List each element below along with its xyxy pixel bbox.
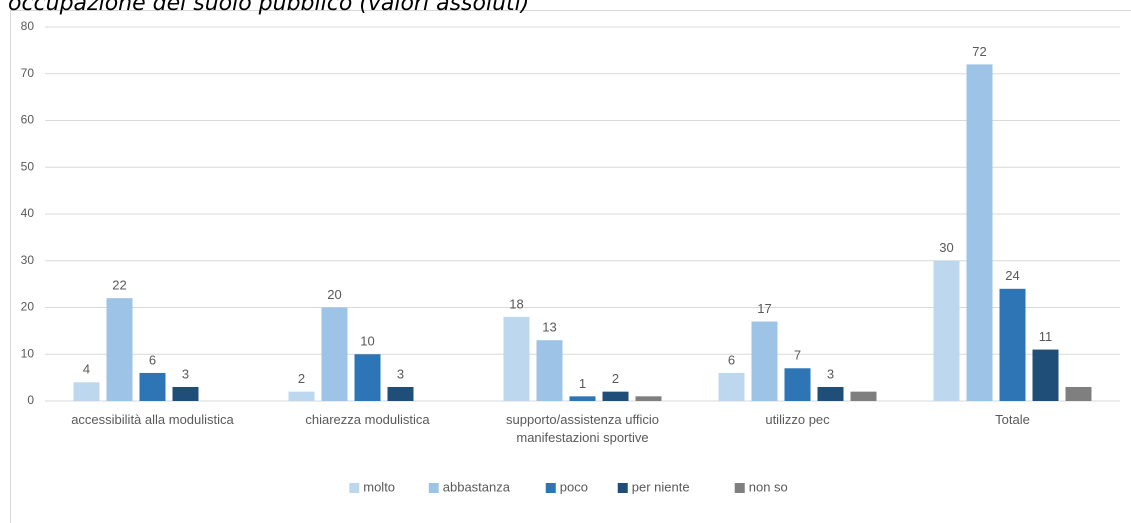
bar (635, 396, 662, 401)
bar (1032, 349, 1059, 401)
bar (569, 396, 596, 401)
y-tick-label: 50 (21, 159, 35, 173)
bar (850, 391, 877, 401)
data-label: 24 (1005, 268, 1019, 283)
y-tick-label: 80 (21, 19, 35, 33)
legend-label: non so (749, 479, 788, 494)
y-tick-label: 70 (21, 66, 35, 80)
bar (718, 372, 745, 401)
bar (536, 340, 563, 401)
legend-swatch (545, 483, 556, 493)
y-tick-label: 40 (21, 206, 35, 220)
bar (288, 391, 315, 401)
y-tick-label: 0 (27, 393, 34, 407)
bar (784, 368, 811, 401)
bar (139, 372, 166, 401)
data-label: 3 (397, 366, 404, 381)
data-label: 11 (1039, 329, 1053, 344)
legend-swatch (349, 483, 360, 493)
bar (751, 321, 778, 401)
legend-label: poco (560, 479, 588, 494)
y-tick-label: 60 (21, 113, 35, 127)
legend-swatch (428, 483, 439, 493)
x-tick-label: Totale (995, 412, 1030, 427)
y-tick-label: 30 (21, 253, 35, 267)
x-tick-label: chiarezza modulistica (305, 412, 430, 427)
bar (999, 288, 1026, 401)
data-label: 10 (360, 334, 374, 349)
bar (73, 382, 100, 401)
bar (503, 316, 530, 401)
x-label-box: supporto/assistenza ufficio manifestazio… (506, 412, 659, 445)
bar (354, 354, 381, 401)
y-tick-label: 20 (21, 300, 35, 314)
legend-label: molto (363, 479, 395, 494)
data-label: 30 (939, 240, 953, 255)
bar (966, 64, 993, 402)
data-label: 18 (509, 296, 523, 311)
bar (602, 391, 629, 401)
x-tick-label: accessibilità alla modulistica (71, 412, 234, 427)
bar (1065, 386, 1092, 401)
data-label: 1 (579, 376, 586, 391)
x-label-box: utilizzo pec (765, 412, 830, 427)
chart-border (10, 10, 1131, 523)
data-label: 2 (612, 371, 619, 386)
x-label-box: accessibilità alla modulistica (71, 412, 234, 427)
legend-label: abbastanza (443, 479, 511, 494)
bar (321, 307, 348, 401)
x-tick-label: utilizzo pec (765, 412, 830, 427)
data-label: 3 (827, 366, 834, 381)
data-label: 7 (794, 348, 801, 363)
data-label: 72 (972, 44, 986, 59)
x-label-box: Totale (995, 412, 1030, 427)
data-label: 13 (542, 320, 556, 335)
data-label: 6 (728, 352, 735, 367)
data-label: 20 (327, 287, 341, 302)
data-label: 17 (757, 301, 771, 316)
data-label: 4 (83, 362, 90, 377)
legend-swatch (734, 483, 745, 493)
data-label: 22 (112, 278, 126, 293)
bar (172, 386, 199, 401)
legend-swatch (617, 483, 628, 493)
chart-title: occupazione del suolo pubblico (valori a… (8, 0, 529, 16)
bar (933, 260, 960, 401)
bar (817, 386, 844, 401)
x-tick-label: supporto/assistenza ufficio manifestazio… (506, 412, 659, 445)
y-tick-label: 10 (21, 346, 35, 360)
bar (387, 386, 414, 401)
bar (106, 298, 133, 401)
legend-label: per niente (632, 479, 690, 494)
data-label: 2 (298, 371, 305, 386)
x-label-box: chiarezza modulistica (305, 412, 430, 427)
data-label: 6 (149, 352, 156, 367)
data-label: 3 (182, 366, 189, 381)
